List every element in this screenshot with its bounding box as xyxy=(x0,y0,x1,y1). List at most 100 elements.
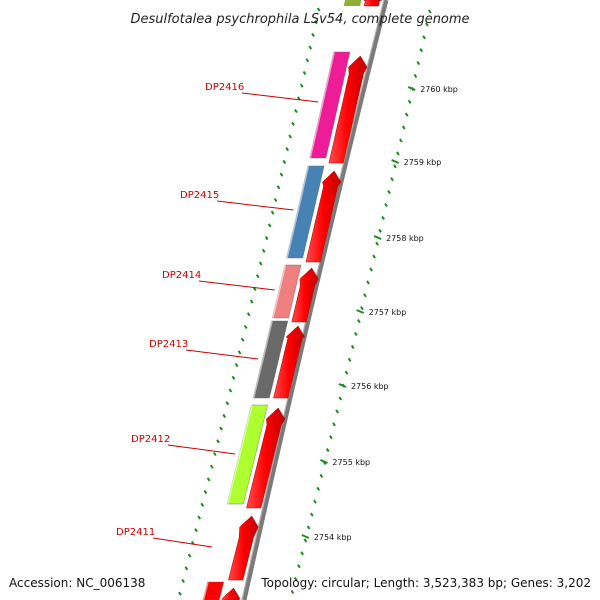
cds-arrow xyxy=(305,170,342,263)
accession-label: Accession: NC_006138 xyxy=(9,576,145,590)
major-tick xyxy=(373,235,382,240)
inner-tick xyxy=(393,164,397,169)
cds-arrow xyxy=(221,587,241,600)
gene-label: DP2415 xyxy=(180,190,219,201)
outer-tick xyxy=(181,578,186,584)
outer-tick xyxy=(194,528,198,533)
ruler-tick-label: 2759 kbp xyxy=(404,158,442,167)
gene-label: DP2412 xyxy=(131,434,170,445)
cds-arrow xyxy=(328,55,368,164)
inner-tick xyxy=(416,61,421,66)
genome-backbone xyxy=(241,0,389,600)
inner-tick xyxy=(319,473,324,478)
inner-tick xyxy=(396,151,400,156)
inner-tick xyxy=(300,551,304,556)
inner-tick xyxy=(350,344,355,349)
outer-tick xyxy=(219,426,223,431)
outer-tick xyxy=(184,566,189,571)
cds-arrow xyxy=(228,515,259,581)
outer-tick xyxy=(270,210,275,215)
gene-label: DP2416 xyxy=(205,82,244,93)
genome-summary: Topology: circular; Length: 3,523,383 bp… xyxy=(260,576,591,590)
outer-tick xyxy=(267,223,272,228)
inner-tick xyxy=(306,525,311,530)
outer-tick xyxy=(299,83,304,88)
outer-tick xyxy=(234,363,239,368)
outer-tick xyxy=(305,58,310,63)
major-tick xyxy=(356,309,365,314)
outer-tick xyxy=(213,451,217,457)
outer-tick xyxy=(255,274,260,279)
cds-arrow xyxy=(362,0,382,7)
inner-tick xyxy=(329,435,333,440)
gene-label: DP2414 xyxy=(162,270,201,281)
gene-block-shine xyxy=(308,51,335,159)
inner-tick xyxy=(313,499,317,504)
outer-tick xyxy=(261,248,266,253)
gene-labels: DP2416 DP2415 DP2414 DP2413 DP2412 DP2411 xyxy=(116,82,319,548)
outer-tick xyxy=(209,464,214,469)
outer-tick xyxy=(240,337,245,342)
outer-tick xyxy=(249,299,254,304)
gene-label: DP2411 xyxy=(116,527,155,538)
gene-block-shine xyxy=(270,264,287,319)
outer-tick xyxy=(203,490,208,495)
inner-tick xyxy=(422,35,426,40)
outer-tick xyxy=(258,261,263,266)
inner-tick xyxy=(419,48,424,53)
inner-tick xyxy=(413,73,418,79)
outer-tick xyxy=(302,70,307,76)
gene-leader-line xyxy=(216,200,294,211)
outer-tick xyxy=(294,109,298,114)
outer-tick xyxy=(243,324,248,330)
inner-tick xyxy=(427,9,432,14)
outer-tick xyxy=(231,375,236,380)
outer-tick xyxy=(225,401,230,406)
cds-arrow xyxy=(273,325,305,399)
gene-leader-line xyxy=(198,280,275,291)
ruler-tick-label: 2760 kbp xyxy=(420,85,458,94)
inner-tick xyxy=(309,512,314,517)
ruler-tick-label: 2755 kbp xyxy=(332,458,370,467)
major-tick xyxy=(320,459,328,464)
inner-tick xyxy=(387,190,391,195)
inner-tick xyxy=(378,228,382,233)
ruler-tick-label: 2754 kbp xyxy=(314,533,352,542)
inner-tick xyxy=(290,589,295,595)
outer-tick xyxy=(206,477,211,482)
cds-arrow xyxy=(291,267,319,323)
cds-arrow xyxy=(246,407,286,509)
cds-track xyxy=(221,0,382,600)
outer-tick xyxy=(200,502,205,507)
gene-leader-line xyxy=(185,349,259,360)
outer-tick xyxy=(282,159,287,164)
gene-block-shine xyxy=(201,581,209,600)
inner-tick xyxy=(344,370,349,375)
gene-leader-line xyxy=(152,537,213,548)
gene-block-shine xyxy=(284,165,310,259)
major-tick xyxy=(407,86,416,91)
ruler-tick-label: 2758 kbp xyxy=(386,234,424,243)
outer-tick xyxy=(187,553,192,558)
inner-tick xyxy=(363,293,367,298)
outer-tick xyxy=(237,350,242,355)
gene-block-shine xyxy=(251,320,273,399)
inner-tick xyxy=(369,267,373,272)
backbone-layer xyxy=(241,0,389,600)
outer-tick xyxy=(273,197,278,203)
outer-tick xyxy=(285,147,290,152)
inner-tick xyxy=(399,138,403,143)
outer-tick-track xyxy=(178,7,321,596)
inner-tick xyxy=(404,112,409,117)
outer-tick xyxy=(264,236,269,241)
gene-track xyxy=(201,0,362,600)
outer-tick xyxy=(288,134,292,139)
ruler-tick-label: 2756 kbp xyxy=(351,382,389,391)
outer-tick xyxy=(246,312,251,317)
outer-tick xyxy=(228,388,233,393)
inner-tick xyxy=(425,22,429,27)
major-tick xyxy=(301,534,310,539)
inner-tick xyxy=(335,409,339,414)
inner-tick xyxy=(325,448,330,453)
